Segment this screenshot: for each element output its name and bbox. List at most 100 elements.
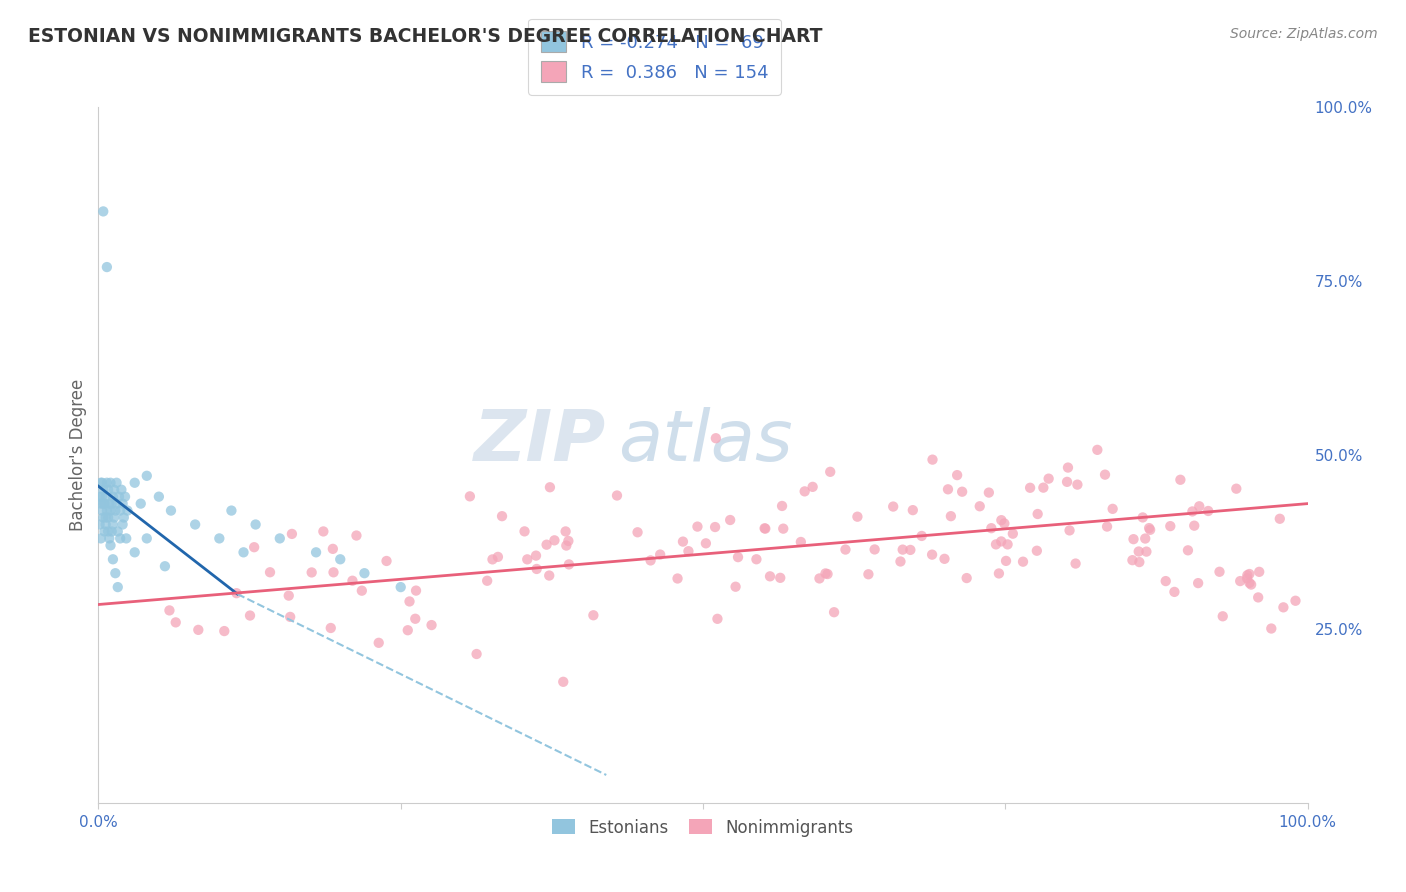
- Point: [1268, 512, 1291, 526]
- Point: [987, 566, 1010, 581]
- Point: [1059, 524, 1081, 538]
- Point: [513, 524, 536, 539]
- Point: [312, 524, 335, 539]
- Point: [1240, 577, 1263, 591]
- Point: [153, 559, 176, 574]
- Point: [1137, 521, 1160, 535]
- Point: [1095, 519, 1118, 533]
- Point: [921, 452, 943, 467]
- Point: [93, 497, 115, 511]
- Point: [91, 483, 114, 497]
- Point: [718, 513, 741, 527]
- Point: [1139, 523, 1161, 537]
- Point: [165, 615, 187, 630]
- Text: ZIP: ZIP: [474, 407, 606, 475]
- Point: [346, 528, 368, 542]
- Text: atlas: atlas: [619, 407, 793, 475]
- Point: [823, 605, 845, 619]
- Point: [465, 647, 488, 661]
- Point: [706, 612, 728, 626]
- Point: [243, 540, 266, 554]
- Point: [1239, 566, 1261, 581]
- Point: [1057, 460, 1080, 475]
- Point: [135, 468, 157, 483]
- Point: [342, 574, 364, 588]
- Text: Source: ZipAtlas.com: Source: ZipAtlas.com: [1230, 27, 1378, 41]
- Point: [934, 551, 956, 566]
- Text: ESTONIAN VS NONIMMIGRANTS BACHELOR'S DEGREE CORRELATION CHART: ESTONIAN VS NONIMMIGRANTS BACHELOR'S DEG…: [28, 27, 823, 45]
- Point: [1239, 575, 1261, 590]
- Point: [650, 548, 672, 562]
- Point: [695, 536, 717, 550]
- Point: [148, 490, 170, 504]
- Point: [100, 475, 122, 490]
- Point: [834, 542, 856, 557]
- Point: [94, 510, 117, 524]
- Point: [606, 489, 628, 503]
- Point: [554, 524, 576, 539]
- Point: [97, 483, 120, 497]
- Point: [277, 589, 299, 603]
- Point: [1197, 504, 1219, 518]
- Point: [405, 583, 427, 598]
- Point: [772, 522, 794, 536]
- Point: [1122, 532, 1144, 546]
- Point: [305, 545, 328, 559]
- Point: [329, 552, 352, 566]
- Point: [558, 558, 581, 572]
- Point: [110, 483, 132, 497]
- Point: [1225, 482, 1247, 496]
- Point: [1182, 518, 1205, 533]
- Point: [101, 552, 124, 566]
- Point: [995, 554, 1018, 568]
- Point: [921, 548, 943, 562]
- Point: [1025, 543, 1047, 558]
- Point: [221, 503, 243, 517]
- Point: [420, 618, 443, 632]
- Point: [582, 608, 605, 623]
- Point: [946, 468, 969, 483]
- Point: [1260, 622, 1282, 636]
- Point: [96, 475, 118, 490]
- Point: [100, 497, 122, 511]
- Point: [984, 537, 1007, 551]
- Point: [389, 580, 412, 594]
- Point: [901, 503, 924, 517]
- Point: [863, 542, 886, 557]
- Point: [956, 571, 979, 585]
- Point: [889, 554, 911, 568]
- Point: [111, 497, 134, 511]
- Point: [793, 484, 815, 499]
- Point: [666, 572, 689, 586]
- Point: [846, 509, 869, 524]
- Point: [808, 571, 831, 585]
- Point: [678, 544, 700, 558]
- Point: [100, 538, 122, 552]
- Point: [516, 552, 538, 566]
- Point: [90, 475, 112, 490]
- Point: [686, 519, 709, 533]
- Point: [375, 554, 398, 568]
- Point: [1249, 565, 1271, 579]
- Point: [769, 571, 792, 585]
- Point: [104, 566, 127, 581]
- Point: [858, 567, 880, 582]
- Point: [745, 552, 768, 566]
- Point: [1056, 475, 1078, 489]
- Point: [94, 490, 117, 504]
- Point: [208, 532, 231, 546]
- Point: [245, 517, 267, 532]
- Point: [96, 260, 118, 274]
- Point: [124, 475, 146, 490]
- Point: [91, 475, 114, 490]
- Point: [790, 535, 813, 549]
- Point: [232, 545, 254, 559]
- Point: [1132, 510, 1154, 524]
- Point: [322, 541, 344, 556]
- Point: [1128, 555, 1150, 569]
- Point: [1032, 481, 1054, 495]
- Point: [475, 574, 498, 588]
- Point: [1154, 574, 1177, 588]
- Point: [543, 533, 565, 548]
- Point: [911, 529, 934, 543]
